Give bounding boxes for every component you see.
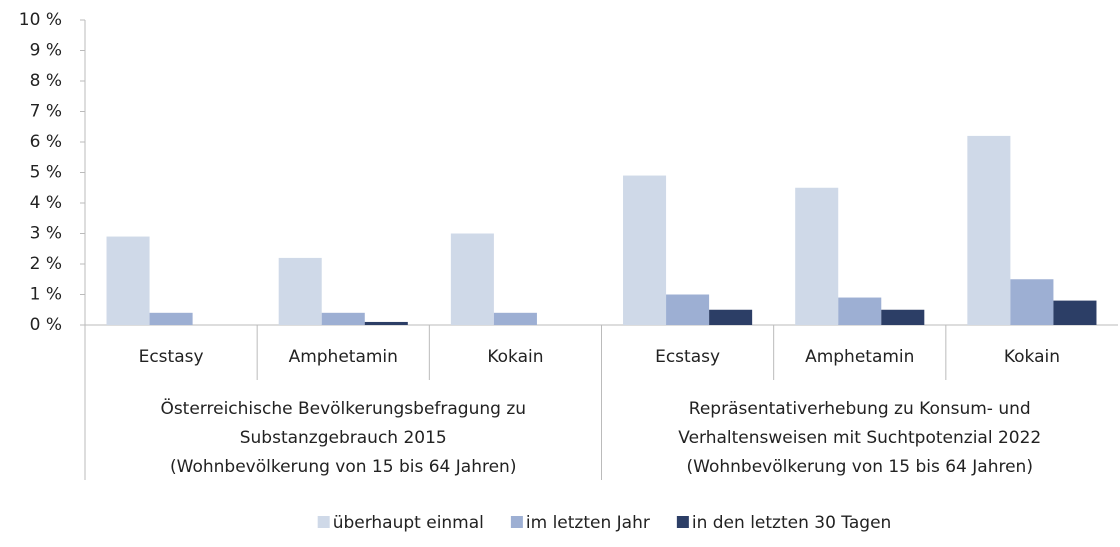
x-tick-label: Kokain (487, 347, 543, 367)
group-label: Repräsentativerhebung zu Konsum- und (689, 399, 1031, 419)
y-tick-label: 3 % (30, 224, 62, 244)
x-tick-label: Amphetamin (289, 347, 398, 367)
bar (278, 257, 322, 325)
bar (623, 175, 667, 325)
y-tick-label: 6 % (30, 132, 62, 152)
bar (364, 321, 408, 325)
bar (149, 312, 193, 325)
bar (1053, 300, 1097, 325)
x-tick-label: Ecstasy (139, 347, 204, 367)
bar (967, 135, 1011, 325)
bar (493, 312, 537, 325)
legend-swatch (676, 516, 689, 528)
group-label: Substanzgebrauch 2015 (240, 428, 447, 448)
x-tick-label: Ecstasy (655, 347, 720, 367)
y-tick-label: 0 % (30, 315, 62, 335)
legend-swatch (510, 516, 523, 528)
group-label: Österreichische Bevölkerungsbefragung zu (160, 397, 526, 419)
bar (106, 236, 150, 325)
y-tick-label: 9 % (30, 41, 62, 61)
bar (666, 294, 710, 325)
y-tick-label: 8 % (30, 71, 62, 91)
y-tick-label: 4 % (30, 193, 62, 213)
bar (321, 312, 365, 325)
bar (709, 309, 753, 325)
bar (795, 187, 839, 325)
bar (450, 233, 494, 325)
group-label: (Wohnbevölkerung von 15 bis 64 Jahren) (687, 457, 1033, 477)
bar (1010, 279, 1054, 325)
group-label: Verhaltensweisen mit Suchtpotenzial 2022 (678, 428, 1041, 448)
y-tick-label: 5 % (30, 163, 62, 183)
bar (838, 297, 882, 325)
y-tick-label: 2 % (30, 254, 62, 274)
legend-label: überhaupt einmal (333, 513, 484, 533)
y-tick-label: 10 % (19, 10, 62, 30)
x-tick-label: Kokain (1004, 347, 1060, 367)
x-tick-label: Amphetamin (805, 347, 914, 367)
legend-label: in den letzten 30 Tagen (692, 513, 891, 533)
legend-swatch (317, 516, 330, 528)
y-tick-label: 7 % (30, 102, 62, 122)
y-tick-label: 1 % (30, 285, 62, 305)
bar (881, 309, 925, 325)
legend-label: im letzten Jahr (526, 513, 650, 533)
group-label: (Wohnbevölkerung von 15 bis 64 Jahren) (170, 457, 516, 477)
